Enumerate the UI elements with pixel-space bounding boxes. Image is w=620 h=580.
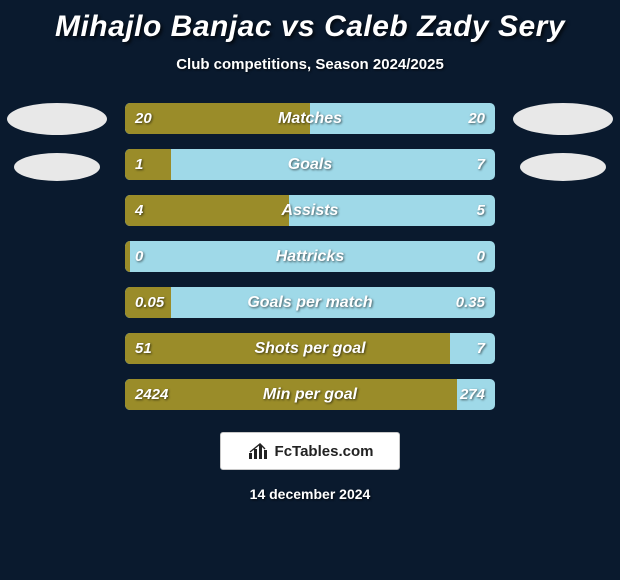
bar-value-right: 5 (477, 195, 485, 226)
club-logo-placeholder (7, 103, 107, 135)
bar-value-left: 20 (135, 103, 152, 134)
bar-row: 2020Matches (125, 103, 495, 134)
bar-fill (125, 195, 289, 226)
bar-row: 0 0Hattricks (125, 241, 495, 272)
bar-row: 517Shots per goal (125, 333, 495, 364)
bar-row: 45Assists (125, 195, 495, 226)
bar-label: Goals (125, 149, 495, 180)
bar-value-left: 51 (135, 333, 152, 364)
bar-value-right: 7 (477, 333, 485, 364)
bar-label: Goals per match (125, 287, 495, 318)
bar-fill (125, 149, 171, 180)
bar-fill (125, 333, 450, 364)
bar-row: 2424274Min per goal (125, 379, 495, 410)
club-logo-placeholder (14, 153, 100, 181)
bar-value-right: 7 (477, 149, 485, 180)
club-logo-placeholder (513, 103, 613, 135)
bar-value-left: 2424 (135, 379, 168, 410)
bar-value-left: 1 (135, 149, 143, 180)
page-title: Mihajlo Banjac vs Caleb Zady Sery (0, 0, 620, 44)
bar-label: Hattricks (125, 241, 495, 272)
brand-text: FcTables.com (275, 443, 374, 460)
bar-value-left: 0.05 (135, 287, 164, 318)
brand-badge: FcTables.com (220, 432, 400, 470)
club-logo-placeholder (520, 153, 606, 181)
bar-value-left: 4 (135, 195, 143, 226)
comparison-area: 2020Matches17Goals45Assists00Hattricks0.… (0, 103, 620, 410)
subtitle: Club competitions, Season 2024/2025 (0, 56, 620, 73)
left-logos (2, 103, 112, 181)
chart-icon (247, 441, 271, 461)
bar-fill (125, 241, 130, 272)
bar-fill (125, 379, 457, 410)
bar-value-right: 0.35 (456, 287, 485, 318)
bar-value-right: 274 (460, 379, 485, 410)
bar-fill (125, 103, 310, 134)
bar-value-right: 20 (468, 103, 485, 134)
bar-value-left: 0 (135, 241, 143, 272)
right-logos (508, 103, 618, 181)
date-line: 14 december 2024 (0, 486, 620, 502)
bar-row: 1 7Goals (125, 149, 495, 180)
bar-row: 0.05 0.35Goals per match (125, 287, 495, 318)
bar-value-right: 0 (477, 241, 485, 272)
comparison-bars: 2020Matches17Goals45Assists00Hattricks0.… (125, 103, 495, 410)
